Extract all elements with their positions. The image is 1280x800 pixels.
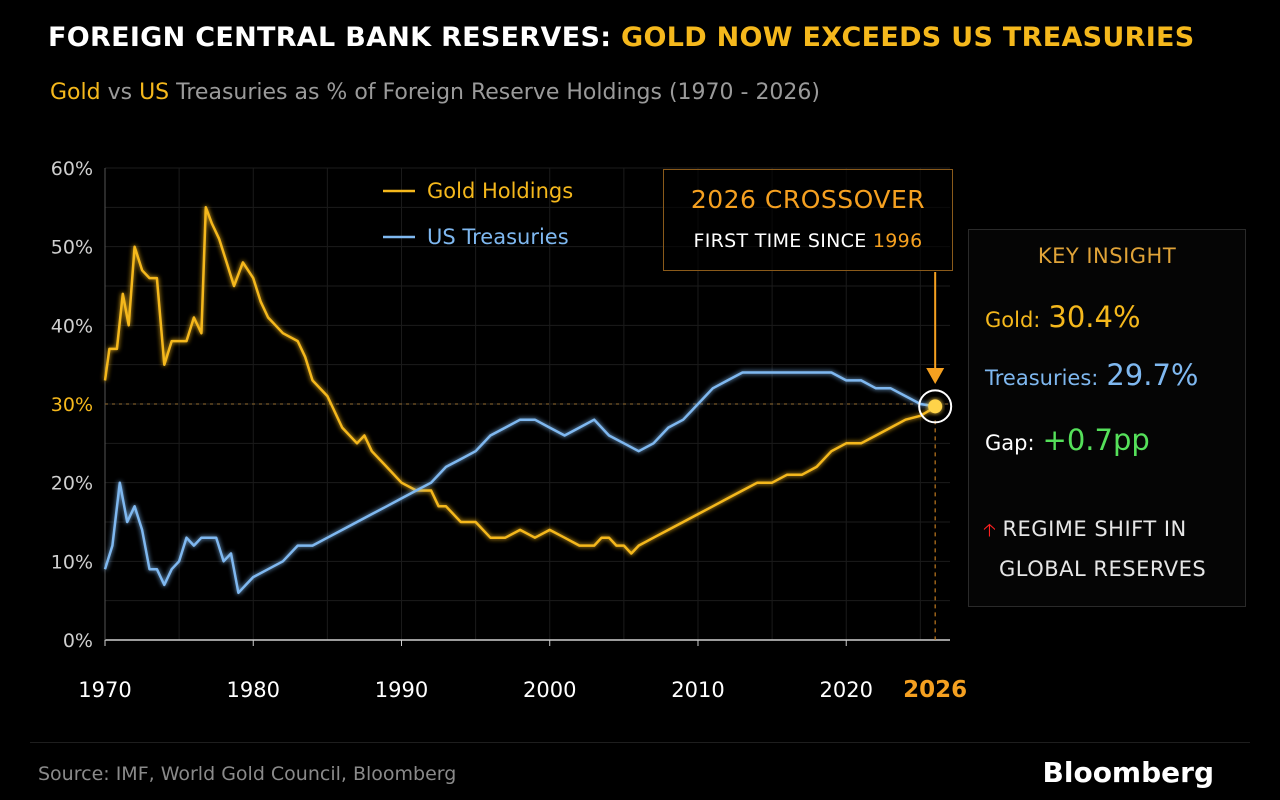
us-treasuries-line: [103, 371, 936, 595]
subtitle-vs: vs: [107, 80, 133, 105]
callout-subtitle: FIRST TIME SINCE 1996: [664, 230, 952, 252]
callout-subtitle-year: 1996: [872, 230, 923, 252]
insight-treasuries-row: Treasuries: 29.7%: [985, 358, 1199, 392]
y-tick-label: 10%: [51, 551, 93, 573]
y-tick-label: 40%: [51, 315, 93, 337]
insight-gold-label: Gold:: [985, 308, 1041, 332]
brand-logo: Bloomberg: [1042, 756, 1214, 789]
y-tick-label: 60%: [51, 158, 93, 180]
chart-subtitle: Gold vs US Treasuries as % of Foreign Re…: [50, 80, 820, 105]
crossover-callout: 2026 CROSSOVER FIRST TIME SINCE 1996: [663, 169, 953, 271]
legend-label: Gold Holdings: [427, 179, 573, 203]
x-tick-label: 2020: [820, 678, 873, 702]
x-tick-label: 1990: [375, 678, 428, 702]
key-insight-panel: KEY INSIGHT Gold: 30.4% Treasuries: 29.7% …: [968, 229, 1246, 607]
chart-title: FOREIGN CENTRAL BANK RESERVES: GOLD NOW …: [48, 22, 1195, 53]
insight-note-line1: REGIME SHIFT IN: [1002, 517, 1187, 541]
title-part2: GOLD NOW EXCEEDS US TREASURIES: [621, 22, 1195, 53]
insight-note: 🡡 REGIME SHIFT IN GLOBAL RESERVES: [983, 510, 1243, 588]
up-arrow-icon: 🡡: [983, 520, 997, 541]
source-note: Source: IMF, World Gold Council, Bloombe…: [38, 763, 457, 785]
insight-gold-value: 30.4%: [1048, 300, 1141, 334]
callout-arrow-head: [926, 368, 945, 384]
y-tick-label: 0%: [63, 630, 93, 652]
subtitle-us: US: [139, 80, 170, 105]
title-part1: FOREIGN CENTRAL BANK RESERVES:: [48, 22, 612, 53]
insight-treasuries-value: 29.7%: [1106, 358, 1199, 392]
key-insight-heading: KEY INSIGHT: [1037, 244, 1177, 268]
callout-subtitle-prefix: FIRST TIME SINCE: [693, 230, 867, 252]
callout-title: 2026 CROSSOVER: [690, 185, 926, 214]
x-tick-label-highlight: 2026: [903, 677, 967, 703]
crossover-ring: [918, 389, 953, 424]
insight-note-line2: GLOBAL RESERVES: [999, 557, 1207, 581]
insight-gold-row: Gold: 30.4%: [985, 300, 1141, 334]
insight-treasuries-label: Treasuries:: [985, 366, 1099, 390]
x-tick-label: 2000: [523, 678, 576, 702]
y-tick-label: 20%: [51, 473, 93, 495]
x-tick-label: 1970: [78, 678, 131, 702]
x-tick-label: 2010: [671, 678, 724, 702]
insight-gap-value: +0.7pp: [1042, 423, 1150, 457]
gold-holdings-line: [103, 206, 936, 555]
insight-gap-row: Gap: +0.7pp: [985, 423, 1150, 457]
subtitle-gold: Gold: [50, 80, 101, 105]
x-tick-label: 1980: [227, 678, 280, 702]
y-tick-label: 50%: [51, 237, 93, 259]
legend-label: US Treasuries: [427, 225, 569, 249]
insight-gap-label: Gap:: [985, 431, 1035, 455]
y-tick-label: 30%: [51, 394, 93, 416]
footer-divider: [30, 742, 1250, 743]
subtitle-rest: Treasuries as % of Foreign Reserve Holdi…: [176, 80, 821, 105]
crossover-dot: [928, 399, 943, 414]
